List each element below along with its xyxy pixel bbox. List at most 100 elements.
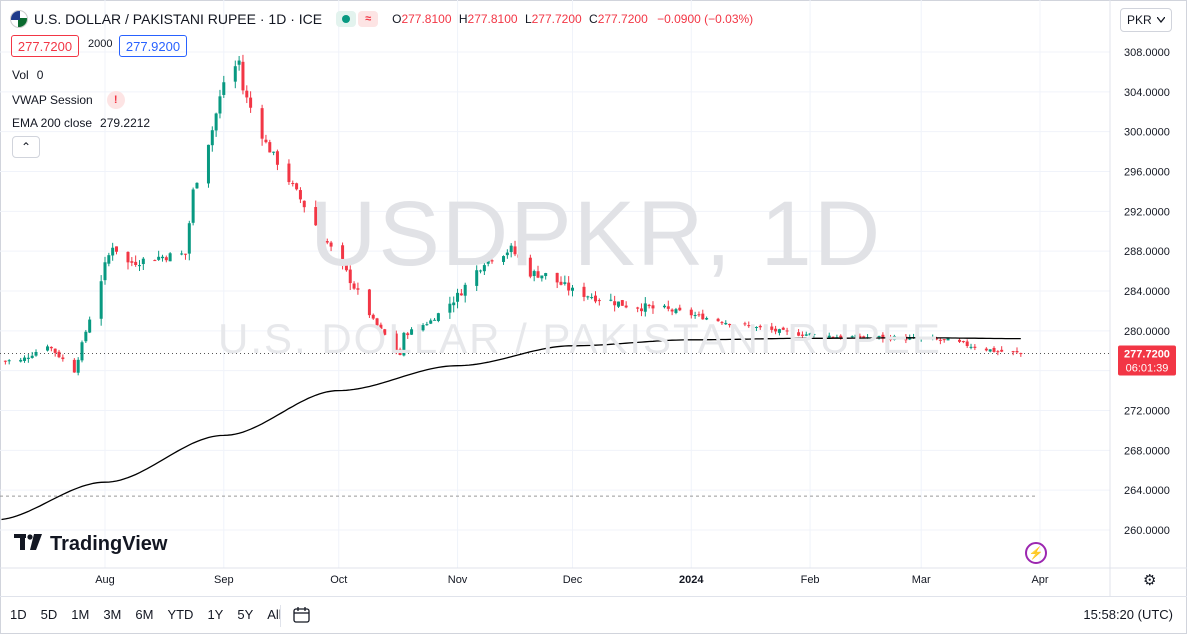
candle [344,262,348,272]
candle-body [210,130,214,146]
range-button-1m[interactable]: 1M [71,607,90,622]
candle [3,360,7,365]
candle [697,311,701,317]
warning-icon[interactable]: ! [106,91,125,109]
bottom-toolbar: 1D 5D 1M 3M 6M YTD 1Y 5Y All 15:58:20 (UTC) [0,596,1187,634]
x-tick-label: Dec [563,574,583,586]
candle-body [996,351,1000,353]
candle-body [532,271,536,277]
volume-indicator[interactable]: Vol 0 [12,68,43,82]
candle-body [425,324,429,326]
range-button-1y[interactable]: 1Y [207,607,224,622]
candle-body [164,257,168,261]
candle [823,332,827,342]
candle-body [651,305,655,309]
candle-body [862,336,866,338]
candle [72,358,76,373]
ema-indicator[interactable]: EMA 200 close 279.2212 [12,116,150,130]
candle [206,144,210,188]
chevron-down-icon [1157,17,1165,23]
lightning-icon[interactable]: ⚡ [1025,542,1047,564]
range-button-3m[interactable]: 3M [103,607,122,622]
range-button-ytd[interactable]: YTD [167,607,194,622]
candle-body [394,333,398,351]
candle-body [264,139,268,143]
candle-body [241,61,245,91]
ema200-line [1,337,1021,521]
candle [318,223,322,233]
candle [383,328,387,336]
volume-label: Vol [12,68,29,82]
candle [302,200,306,213]
candle-body [697,314,701,316]
x-tick-label: Sep [214,574,234,586]
candle [984,347,988,352]
candle [973,344,977,351]
range-button-6m[interactable]: 6M [135,607,154,622]
candle-body [754,327,758,329]
candle-body [639,308,643,312]
calendar-icon[interactable] [292,605,312,628]
candle-body [942,339,946,341]
vwap-indicator[interactable]: VWAP Session ! [12,91,125,109]
currency-select[interactable]: PKR [1120,8,1172,32]
buy-button[interactable]: 277.9200 [119,35,187,57]
candle-body [800,334,804,336]
candle-body [743,323,747,325]
symbol-title[interactable]: U.S. DOLLAR / PAKISTANI RUPEE · 1D · ICE [34,11,323,27]
candle [747,321,751,328]
candle-body [958,339,962,342]
range-button-all[interactable]: All [267,607,282,622]
x-tick-label: Oct [330,574,347,586]
candle-body [383,329,387,335]
candle [616,301,620,309]
candle [287,159,291,185]
low-value: 277.7200 [531,12,582,26]
candle-body [540,275,544,279]
candle-body [218,96,222,114]
close-value: 277.7200 [597,12,648,26]
market-open-icon[interactable] [336,11,357,27]
chart-canvas[interactable]: 308.0000 304.0000 300.0000 296.0000 292.0000… [0,0,1187,596]
candle [785,327,789,336]
candle [670,308,674,316]
y-tick-label: 292.0000 [1124,206,1170,218]
utc-clock[interactable]: 15:58:20 (UTC) [1083,607,1173,622]
candle [854,331,858,338]
candle [53,348,57,357]
candle [402,331,406,357]
sell-button[interactable]: 277.7200 [11,35,79,57]
tradingview-logo[interactable]: TradingView [14,533,167,556]
candle-body [758,325,762,328]
candle [620,299,624,306]
candle-body [214,113,218,131]
candle-body [137,265,141,267]
candle [701,309,705,320]
delayed-data-icon[interactable]: ≈ [358,11,379,27]
candle-body [938,339,942,341]
candle-body [728,323,732,326]
range-button-5d[interactable]: 5D [40,607,58,622]
range-button-5y[interactable]: 5Y [237,607,254,622]
gear-icon[interactable]: ⚙ [1143,572,1157,589]
candle-body [590,297,594,299]
y-tick-label: 308.0000 [1124,47,1170,59]
candle [490,259,494,264]
candle [624,301,628,309]
candle [938,337,942,345]
range-button-1d[interactable]: 1D [10,607,27,622]
candle [858,333,862,341]
candle [728,323,732,328]
candle [141,257,145,270]
candle [214,112,218,137]
collapse-legend-button[interactable]: ⌃ [12,136,40,158]
watermark-symbol: USDPKR, 1D [310,183,883,285]
candle [157,250,161,261]
candle-body [961,341,965,343]
high-value: 277.8100 [467,12,518,26]
candle-body [536,271,540,278]
candle-body [509,245,513,253]
candle [275,149,279,171]
candle [456,288,460,309]
candle-body [341,245,345,263]
